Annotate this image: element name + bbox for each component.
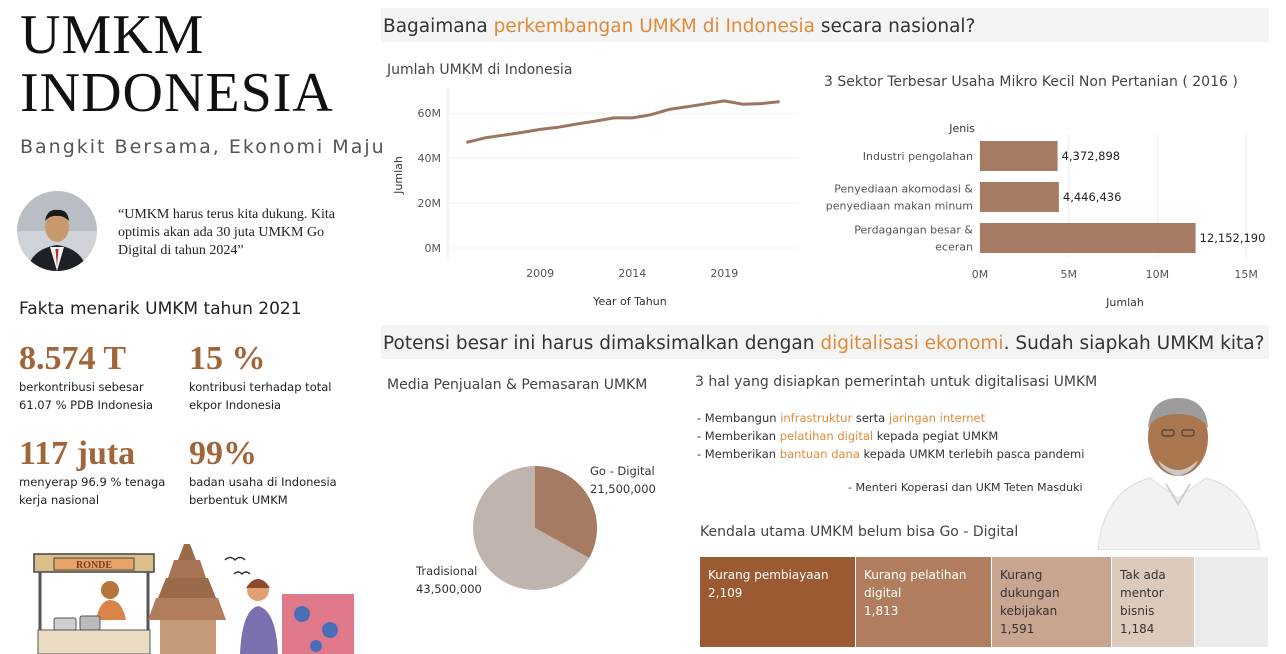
treemap-cell-value: 2,109 — [708, 586, 743, 600]
x-tick-label: 2019 — [710, 267, 738, 280]
series-line — [466, 99, 780, 144]
tagline: Bangkit Bersama, Ekonomi Maju — [20, 136, 386, 158]
line-chart-title: Jumlah UMKM di Indonesia — [387, 62, 573, 78]
bar-value-label: 4,372,898 — [1062, 149, 1121, 163]
x-tick-label: 0M — [972, 268, 989, 281]
pie-slice — [535, 466, 597, 559]
stat-value: 117 juta — [19, 435, 136, 472]
treemap-cell: Tak ada mentor bisnis 1,184 — [1112, 557, 1194, 647]
x-tick-label: 10M — [1146, 268, 1170, 281]
gov-item: - Memberikan pelatihan digital kepada pe… — [697, 429, 999, 443]
treemap-cell: Kurang pelatihan digital 1,813 — [856, 557, 991, 647]
treemap-cell-label: Kurang pembiayaan — [708, 568, 829, 582]
stat-value: 8.574 T — [19, 340, 127, 377]
legend-header: Jenis — [948, 122, 975, 135]
slice-name-label: Go - Digital — [590, 464, 655, 478]
slice-value-label: 21,500,000 — [590, 482, 656, 496]
bar-value-label: 12,152,190 — [1200, 231, 1266, 245]
gov-source: - Menteri Koperasi dan UKM Teten Masduki — [848, 481, 1083, 494]
treemap-cell-label: Tak ada — [1120, 568, 1166, 582]
bar — [980, 223, 1196, 253]
treemap-cell-label: digital — [864, 586, 902, 600]
bar-value-label: 4,446,436 — [1063, 190, 1122, 204]
treemap-cell — [1195, 557, 1268, 647]
treemap-cell-label: mentor — [1120, 586, 1164, 600]
stat-desc: berkontribusi sebesar — [19, 380, 144, 394]
x-axis-label: Year of Tahun — [592, 295, 666, 308]
treemap-cell-label: kebijakan — [1000, 604, 1058, 618]
category-label: eceran — [935, 241, 973, 254]
stat-badan-usaha: 99% badan usaha di Indonesia berbentuk U… — [189, 435, 337, 509]
title-line-2: INDONESIA — [20, 62, 334, 124]
fakta-title: Fakta menarik UMKM tahun 2021 — [19, 299, 302, 319]
treemap-cell-label: Kurang pelatihan — [864, 568, 967, 582]
x-tick-label: 5M — [1060, 268, 1077, 281]
section2-highlight: digitalisasi ekonomi — [820, 333, 1004, 354]
y-tick-label: 40M — [418, 152, 442, 165]
stat-desc: berbentuk UMKM — [189, 493, 288, 507]
treemap-cell-value: 1,591 — [1000, 622, 1035, 636]
gov-title: 3 hal yang disiapkan pemerintah untuk di… — [695, 374, 1098, 390]
x-axis-label: Jumlah — [1105, 296, 1144, 309]
stat-desc: menyerap 96.9 % tenaga — [19, 475, 166, 489]
bar — [980, 141, 1058, 171]
y-tick-label: 20M — [418, 197, 442, 210]
gov-list: - Membangun infrastruktur serta jaringan… — [697, 409, 1084, 463]
section2-post: . Sudah siapkah UMKM kita? — [1003, 333, 1265, 354]
category-label: penyediaan makan minum — [826, 200, 973, 213]
president-avatar — [17, 191, 97, 271]
x-tick-label: 2009 — [526, 267, 554, 280]
treemap-cell: Kurang pembiayaan 2,109 — [700, 557, 855, 647]
treemap-cell-label: bisnis — [1120, 604, 1155, 618]
umkm-illustration: RONDE — [33, 544, 354, 654]
pie-chart-title: Media Penjualan & Pemasaran UMKM — [387, 377, 648, 393]
category-label: Perdagangan besar & — [854, 224, 973, 237]
stat-desc: kerja nasional — [19, 493, 100, 507]
pie-chart: Go - Digital 21,500,000 Tradisional 43,500,… — [415, 464, 656, 596]
bar — [980, 182, 1059, 212]
category-label: Penyediaan akomodasi & — [834, 183, 973, 196]
stat-desc: ekpor Indonesia — [189, 398, 282, 412]
bar-chart: Jenis 0M 5M 10M 15M Jumlah Industri pengolahan… — [826, 122, 1266, 309]
x-tick-label: 2014 — [618, 267, 646, 280]
treemap-cell-value: 1,813 — [864, 604, 899, 618]
category-label: Industri pengolahan — [863, 150, 973, 163]
title-line-1: UMKM — [20, 4, 205, 66]
slice-name-label: Tradisional — [415, 564, 477, 578]
stall-sign: RONDE — [76, 560, 112, 571]
treemap-cell: Kurang dukungan kebijakan 1,591 — [992, 557, 1111, 647]
section1-highlight: perkembangan UMKM di Indonesia — [493, 16, 815, 37]
stat-desc: kontribusi terhadap total — [189, 380, 332, 394]
stat-value: 15 % — [189, 340, 266, 377]
bar-chart-title: 3 Sektor Terbesar Usaha Mikro Kecil Non … — [824, 74, 1238, 90]
slice-value-label: 43,500,000 — [416, 582, 482, 596]
gov-item: - Membangun infrastruktur serta jaringan… — [697, 411, 986, 425]
stat-desc: 61.07 % PDB Indonesia — [19, 398, 154, 412]
treemap: Kurang pembiayaan 2,109 Kurang pelatihan di… — [700, 557, 1269, 647]
section1-post: secara nasional? — [814, 16, 976, 37]
line-chart: 0M 20M 40M 60M 2009 2014 2019 Jumlah Year of Tah… — [392, 88, 798, 308]
stat-value: 99% — [189, 435, 257, 472]
stat-pdb: 8.574 T berkontribusi sebesar 61.07 % PD… — [19, 340, 153, 414]
y-axis-label: Jumlah — [392, 156, 405, 195]
minister-photo — [1097, 398, 1261, 550]
section2-pre: Potensi besar ini harus dimaksimalkan de… — [383, 333, 821, 354]
section1-header: Bagaimana perkembangan UMKM di Indonesia… — [381, 8, 1269, 42]
y-tick-label: 60M — [418, 107, 442, 120]
president-quote: “UMKM harus terus kita dukung. Kita opti… — [118, 207, 335, 258]
section2-header: Potensi besar ini harus dimaksimalkan de… — [381, 325, 1269, 359]
treemap-cell-value: 1,184 — [1120, 622, 1155, 636]
y-tick-label: 0M — [425, 242, 442, 255]
treemap-cell-label: Kurang dukungan — [1000, 568, 1060, 600]
x-tick-label: 15M — [1234, 268, 1258, 281]
stat-ekspor: 15 % kontribusi terhadap total ekpor Ind… — [189, 340, 331, 414]
stat-tenaga-kerja: 117 juta menyerap 96.9 % tenaga kerja na… — [19, 435, 165, 509]
stat-desc: badan usaha di Indonesia — [189, 475, 337, 489]
section1-pre: Bagaimana — [383, 16, 494, 37]
pie-slice — [473, 466, 590, 590]
treemap-title: Kendala utama UMKM belum bisa Go - Digit… — [700, 524, 1019, 540]
gov-item: - Memberikan bantuan dana kepada UMKM te… — [697, 447, 1085, 461]
